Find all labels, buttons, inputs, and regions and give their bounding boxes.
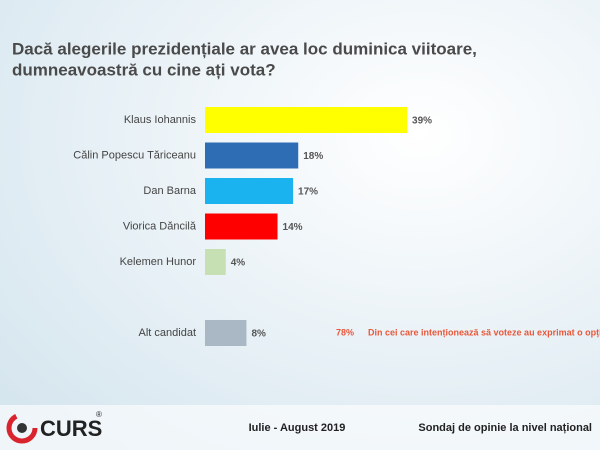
footer-period: Iulie - August 2019 xyxy=(249,422,346,434)
annotation-value: 78% xyxy=(336,327,354,337)
bar xyxy=(205,213,278,240)
logo-text: CURS xyxy=(40,416,102,441)
chart-title: Dacă alegerile prezidențiale ar avea loc… xyxy=(12,39,477,58)
value-label: 39% xyxy=(412,116,432,127)
footer-band xyxy=(0,405,600,450)
bar xyxy=(205,178,294,204)
bar xyxy=(205,107,408,133)
bar xyxy=(205,320,247,346)
value-label: 4% xyxy=(231,258,246,269)
bar xyxy=(205,249,226,275)
value-label: 18% xyxy=(303,151,323,162)
category-label: Kelemen Hunor xyxy=(120,256,197,268)
logo xyxy=(6,412,38,444)
category-label: Dan Barna xyxy=(143,185,196,197)
chart-title: dumneavoastră cu cine ați vota? xyxy=(12,60,276,79)
logo-icon xyxy=(6,412,38,444)
annotation-text: Din cei care intenționează să voteze au … xyxy=(368,327,600,337)
footer-note: Sondaj de opinie la nivel național xyxy=(418,422,592,434)
logo-mark: ® xyxy=(96,410,102,419)
logo-icon xyxy=(17,423,27,433)
value-label: 8% xyxy=(251,329,266,340)
category-label: Călin Popescu Tăriceanu xyxy=(73,149,196,161)
category-label: Klaus Iohannis xyxy=(124,114,197,126)
category-label: Viorica Dăncilă xyxy=(123,220,197,232)
value-label: 17% xyxy=(298,187,318,198)
bar xyxy=(205,142,299,169)
category-label: Alt candidat xyxy=(139,327,196,339)
value-label: 14% xyxy=(283,222,303,233)
